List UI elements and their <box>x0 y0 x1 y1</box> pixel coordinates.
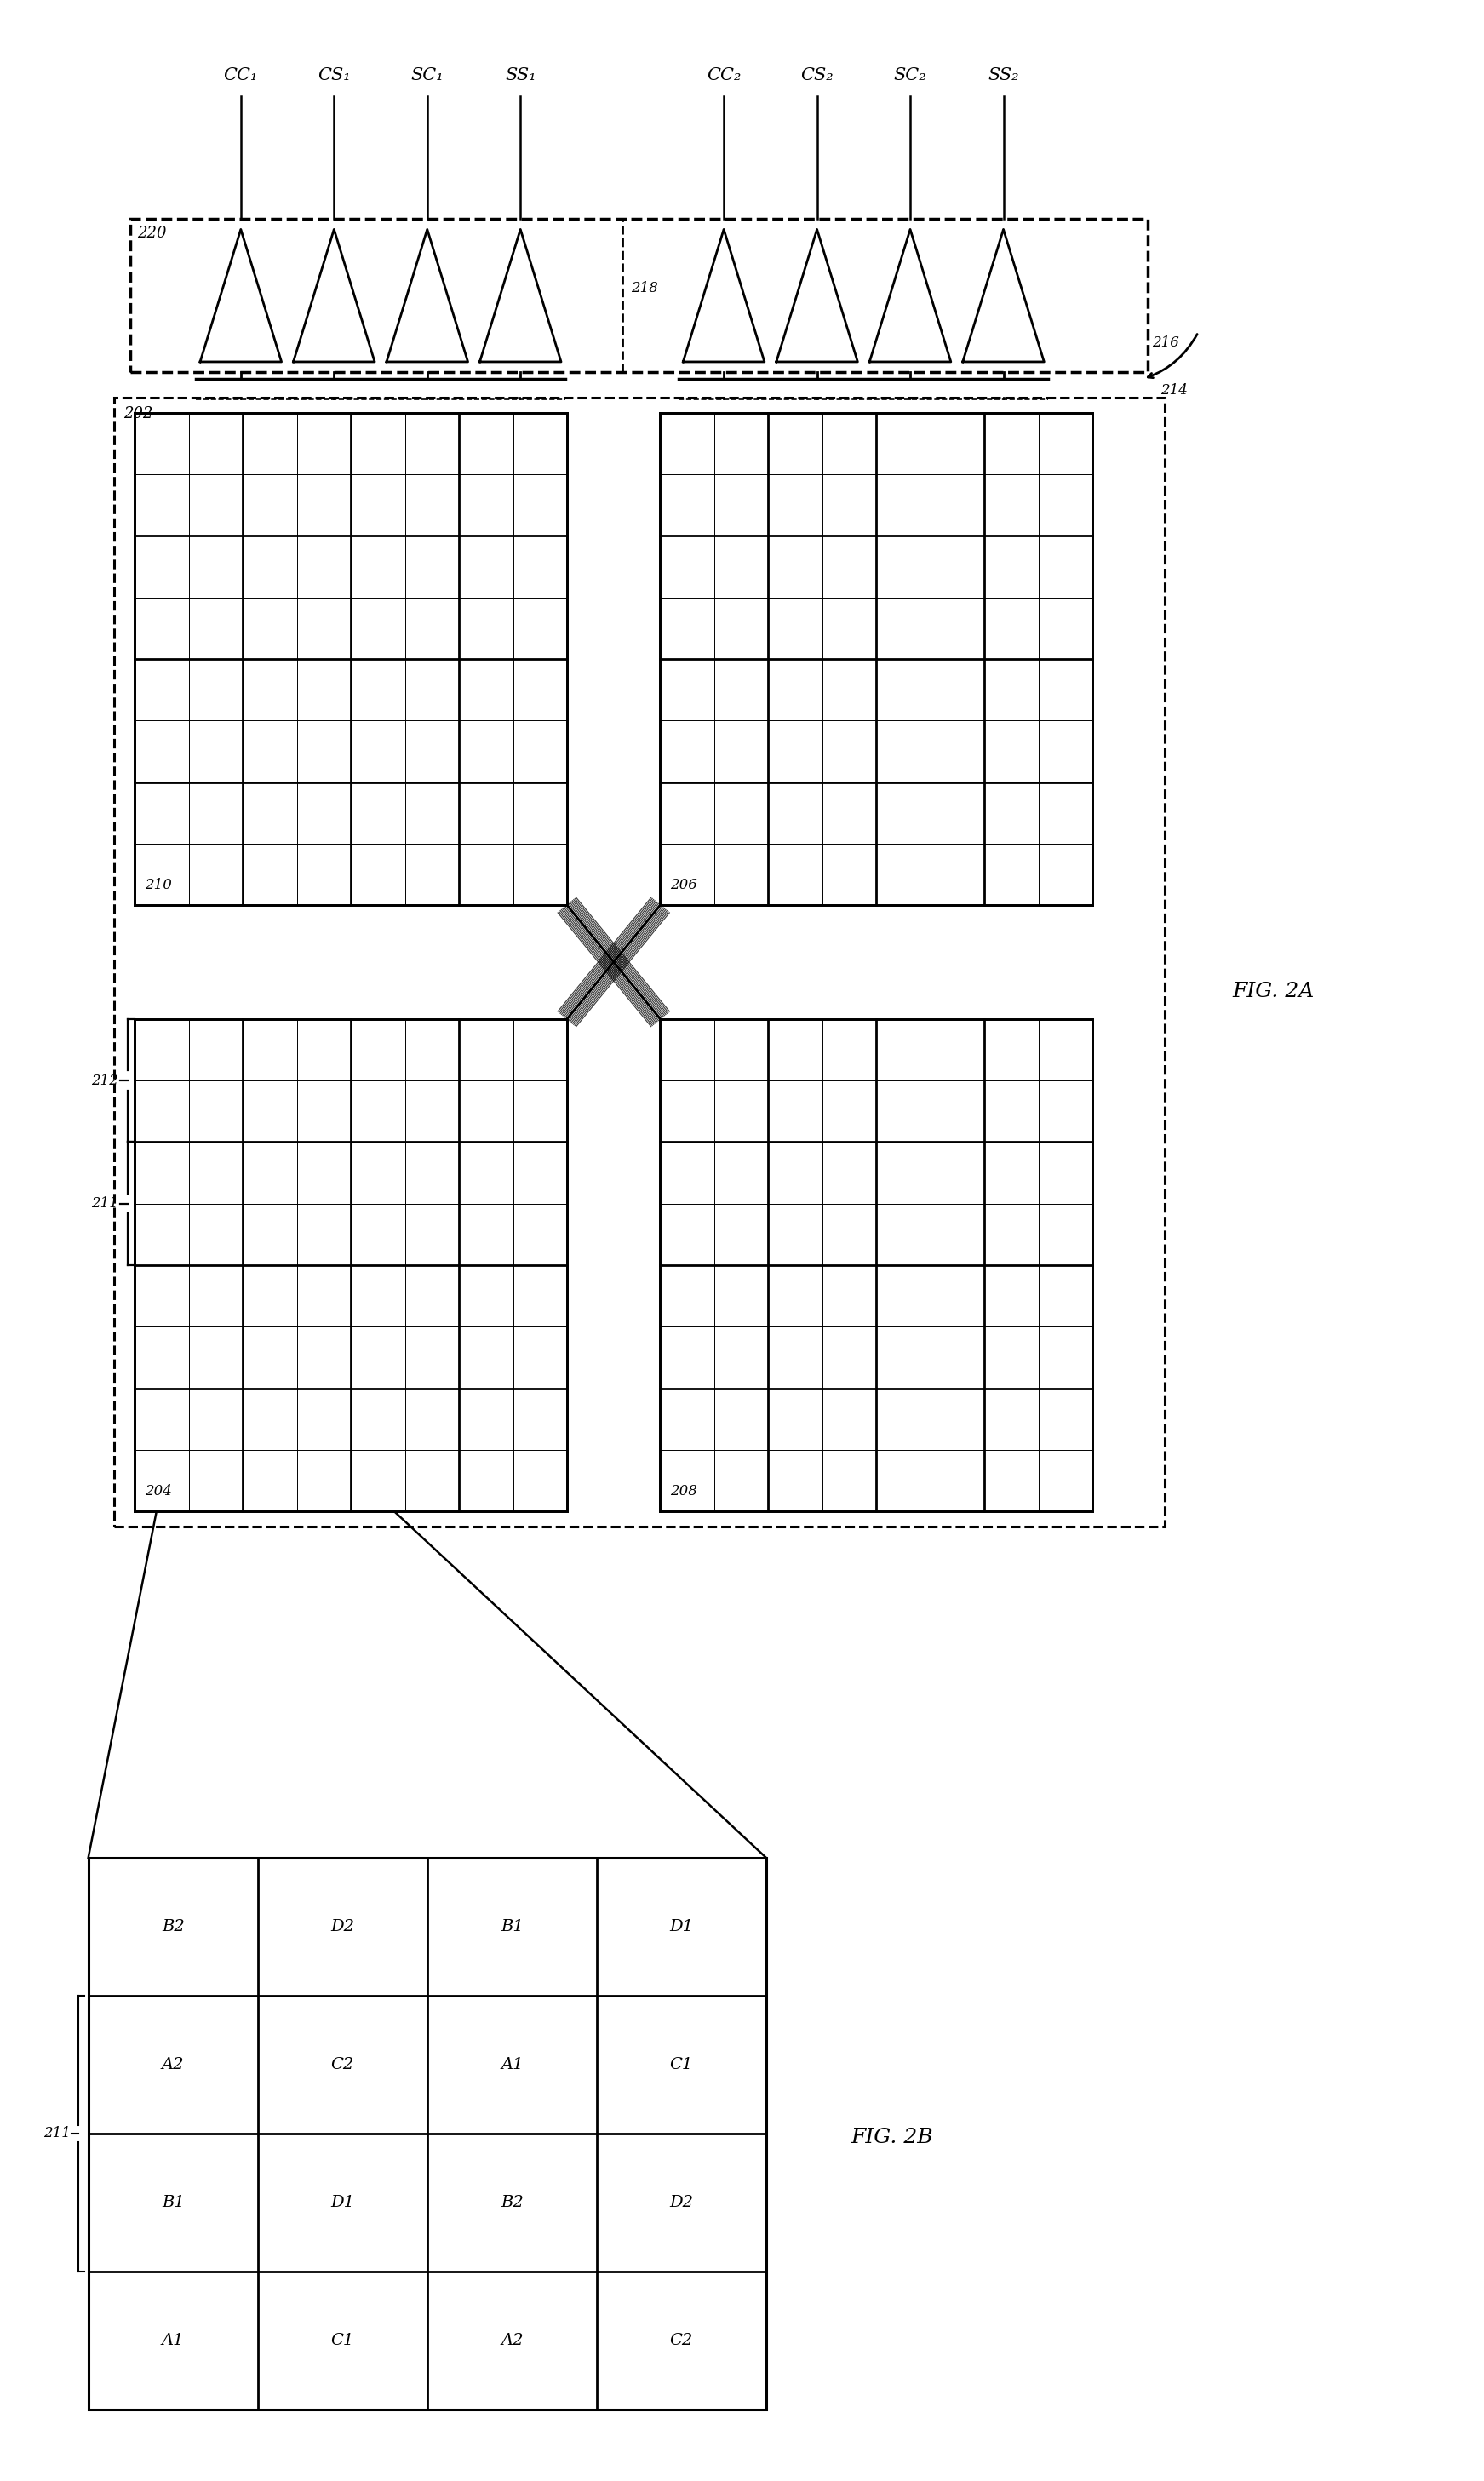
Text: 210: 210 <box>145 878 172 893</box>
Bar <box>660 1020 1092 1511</box>
Text: D2: D2 <box>669 2196 693 2211</box>
Text: 214: 214 <box>1160 382 1187 397</box>
Bar <box>88 1858 766 2409</box>
Text: FIG. 2B: FIG. 2B <box>850 2129 933 2149</box>
Text: D1: D1 <box>331 2196 355 2211</box>
Text: C1: C1 <box>669 2057 693 2072</box>
Text: 202: 202 <box>123 407 153 422</box>
Text: B1: B1 <box>500 1918 524 1935</box>
Text: C2: C2 <box>669 2332 693 2347</box>
Text: CS₁: CS₁ <box>318 67 350 84</box>
Text: C1: C1 <box>331 2332 355 2347</box>
Text: C2: C2 <box>331 2057 355 2072</box>
Bar <box>135 412 567 906</box>
Text: B2: B2 <box>162 1918 184 1935</box>
Text: CS₂: CS₂ <box>800 67 834 84</box>
Text: SS₁: SS₁ <box>505 67 536 84</box>
Text: 218: 218 <box>631 280 657 295</box>
Text: A2: A2 <box>500 2332 524 2347</box>
Bar <box>660 412 1092 906</box>
Text: B2: B2 <box>500 2196 524 2211</box>
Text: SC₁: SC₁ <box>411 67 444 84</box>
Text: 216: 216 <box>1152 335 1178 350</box>
Text: B1: B1 <box>162 2196 184 2211</box>
Bar <box>114 397 1165 1526</box>
Text: D1: D1 <box>669 1918 693 1935</box>
Text: FIG. 2A: FIG. 2A <box>1232 982 1315 1002</box>
Text: SC₂: SC₂ <box>893 67 926 84</box>
Text: 204: 204 <box>145 1484 172 1499</box>
Text: 211: 211 <box>91 1196 119 1211</box>
Text: CC₁: CC₁ <box>224 67 258 84</box>
Text: 212: 212 <box>91 1074 119 1087</box>
Text: 206: 206 <box>671 878 697 893</box>
Text: CC₂: CC₂ <box>706 67 741 84</box>
Text: 208: 208 <box>671 1484 697 1499</box>
Text: A2: A2 <box>162 2057 184 2072</box>
Text: A1: A1 <box>500 2057 524 2072</box>
Text: 220: 220 <box>138 226 166 241</box>
Bar <box>131 218 1147 372</box>
Text: SS₂: SS₂ <box>988 67 1020 84</box>
Text: A1: A1 <box>162 2332 184 2347</box>
Text: D2: D2 <box>331 1918 355 1935</box>
Bar <box>88 1858 766 2409</box>
Text: 211: 211 <box>43 2126 70 2141</box>
Bar <box>135 1020 567 1511</box>
